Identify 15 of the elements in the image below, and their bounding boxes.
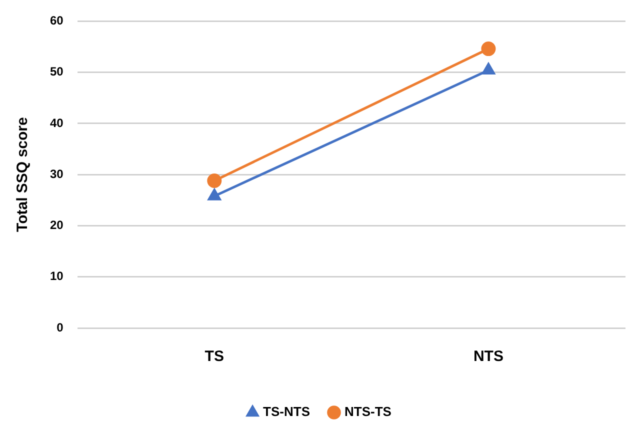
y-tick-label: 10 <box>50 269 64 284</box>
x-tick-label: NTS <box>473 348 504 366</box>
point <box>481 42 496 56</box>
point <box>207 173 222 188</box>
legend-label: TS-NTS <box>263 404 310 420</box>
y-tick-label: 20 <box>50 218 64 232</box>
legend-label: NTS-TS <box>344 404 392 420</box>
x-tick-label: TS <box>204 348 224 366</box>
y-axis-title: Total SSQ score <box>14 117 32 232</box>
y-tick-label: 50 <box>50 64 64 79</box>
y-tick-label: 0 <box>56 320 64 334</box>
y-tick-label: 30 <box>50 166 64 181</box>
point <box>482 63 495 75</box>
y-tick-label: 40 <box>50 116 64 130</box>
y-tick-label: 60 <box>50 14 64 28</box>
